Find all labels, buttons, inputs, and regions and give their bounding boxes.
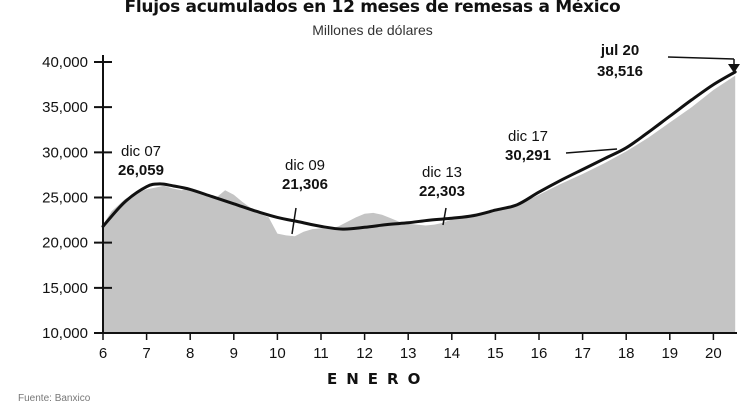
arrow-head-icon	[728, 64, 740, 73]
annotation-value: 30,291	[505, 147, 551, 164]
y-tick-label: 30,000	[42, 144, 88, 161]
x-tick-label: 18	[618, 345, 635, 362]
y-tick-label: 10,000	[42, 325, 88, 342]
x-tick-label: 14	[443, 345, 460, 362]
x-tick-label: 16	[531, 345, 548, 362]
x-tick-label: 8	[186, 345, 194, 362]
x-tick-label: 11	[313, 345, 329, 362]
y-tick-label: 15,000	[42, 280, 88, 297]
chart-subtitle: Millones de dólares	[312, 22, 433, 38]
annotation-value: 22,303	[419, 183, 465, 200]
annotation-label: dic 07	[121, 143, 161, 160]
y-tick-label: 25,000	[42, 190, 88, 207]
x-tick-label: 20	[705, 345, 722, 362]
annotation-value: 26,059	[118, 162, 164, 179]
chart-title: Flujos acumulados en 12 meses de remesas…	[124, 0, 621, 17]
footer-source: Fuente: Banxico	[18, 393, 91, 404]
annotation-leader	[291, 207, 297, 235]
x-tick-label: 9	[230, 345, 238, 362]
axis-layer: 10,000 15,000 20,000 25,000 30,000 35,000 40,0…	[42, 54, 737, 362]
y-tick-label: 20,000	[42, 235, 88, 252]
annotation-value: 38,516	[597, 63, 643, 80]
x-tick-label: 10	[269, 345, 286, 362]
x-tick-label: 17	[574, 345, 591, 362]
annotation-leader	[667, 56, 735, 60]
x-tick-label: 13	[400, 345, 417, 362]
annotation-label: dic 13	[422, 164, 462, 181]
trend-line	[101, 70, 737, 231]
line-layer	[101, 70, 737, 231]
area-layer	[103, 75, 736, 333]
x-axis-label: ENERO	[327, 370, 429, 388]
annotation-value: 21,306	[282, 176, 328, 193]
annotation-label: jul 20	[600, 42, 639, 59]
annotation-label: dic 09	[285, 157, 325, 174]
y-tick-label: 40,000	[42, 54, 88, 71]
y-tick-label: 35,000	[42, 99, 88, 116]
annotation-label: dic 17	[508, 128, 548, 145]
x-tick-label: 6	[99, 345, 107, 362]
annotation-leader	[442, 207, 447, 226]
x-tick-label: 7	[142, 345, 150, 362]
annotation-layer: dic 07 26,059 dic 09 21,306 dic 13 22,303 dic …	[118, 42, 740, 235]
x-tick-label: 19	[661, 345, 678, 362]
area-series	[103, 75, 736, 333]
annotation-leader	[565, 148, 618, 154]
x-tick-label: 12	[356, 345, 373, 362]
x-tick-label: 15	[487, 345, 504, 362]
